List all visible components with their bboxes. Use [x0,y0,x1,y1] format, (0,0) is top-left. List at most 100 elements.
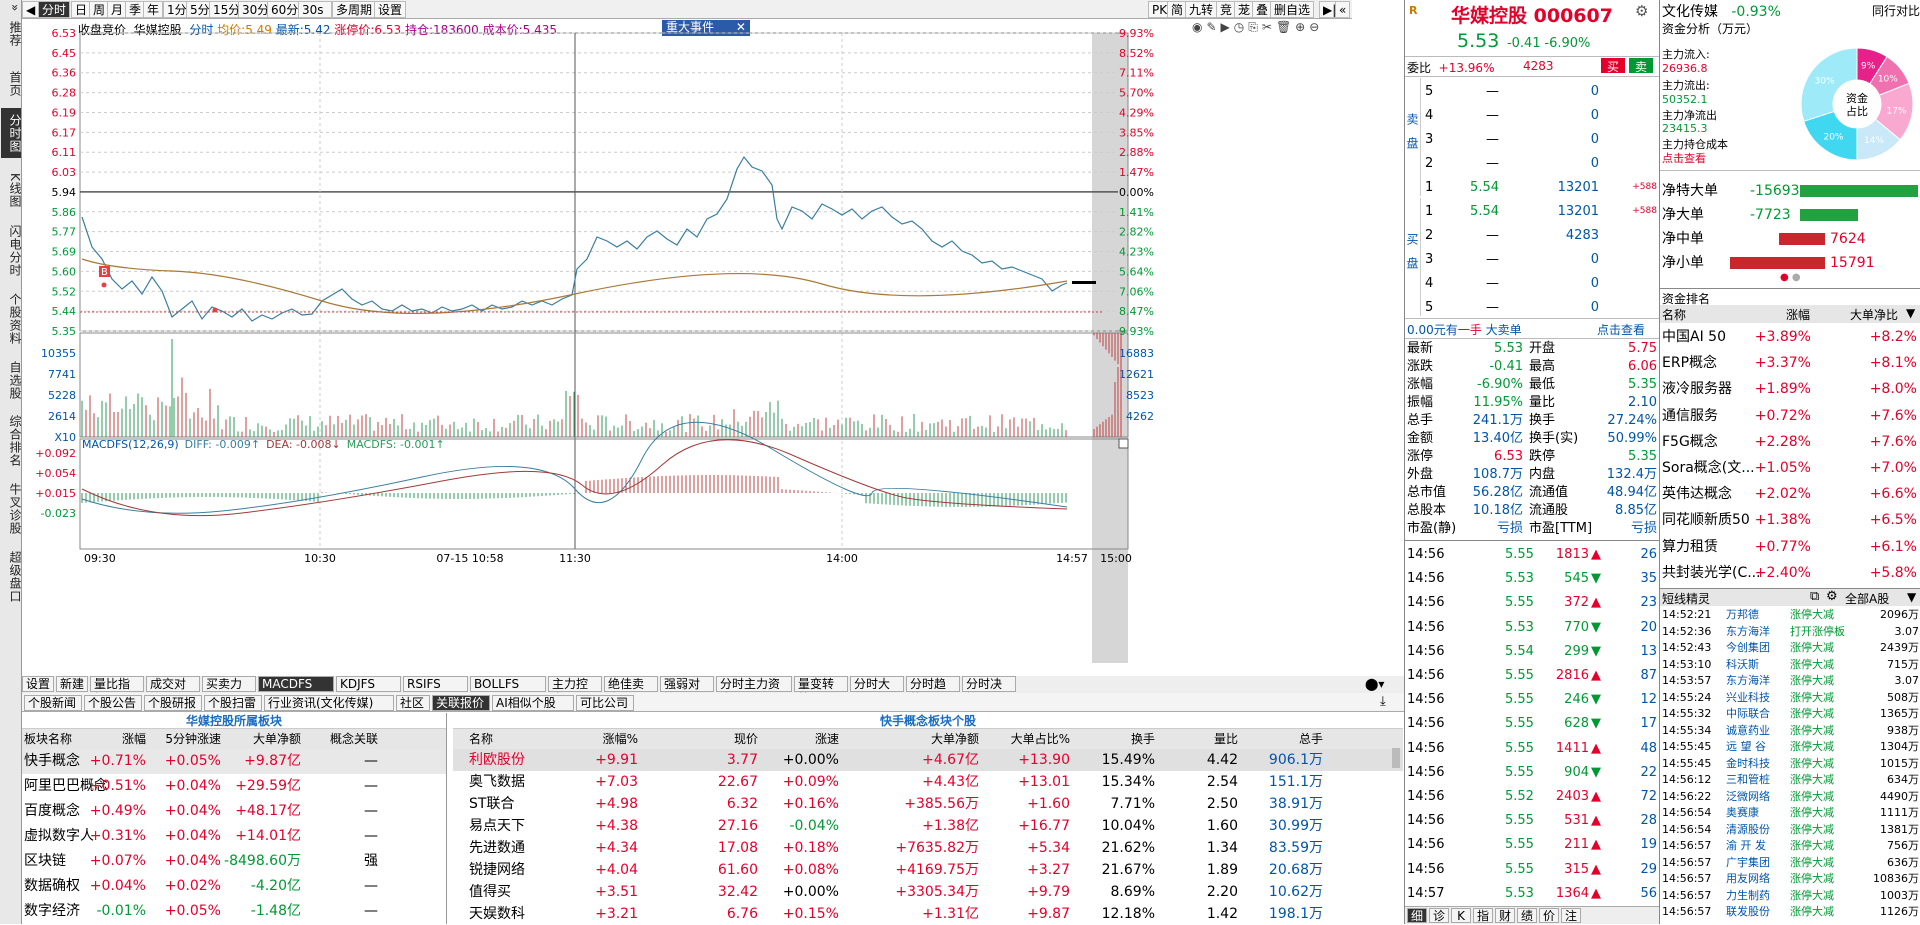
period-60min[interactable]: 60分 [267,1,303,18]
elf-filter-select[interactable]: 全部A股 [1845,592,1890,606]
period-5min[interactable]: 5分 [186,1,214,18]
stock-row[interactable]: 先进数通 +4.34 17.08 +0.18% +7635.82万 +5.34 21.62%… [453,837,1403,859]
elf-row[interactable]: 14:52:36 东方海洋 打开涨停板 3.07 [1660,624,1920,640]
major-event-tag[interactable]: 重大事件 ✕ [662,20,750,36]
zoom-in-icon[interactable]: ⊕ [1295,20,1310,34]
sector-row[interactable]: 区块链 +0.07% +0.04% -8498.60万 强 [22,849,446,874]
elf-row[interactable]: 14:55:45 远 望 谷 涨停大减 1304万 [1660,739,1920,755]
clock-icon[interactable]: ◷ [1233,20,1249,34]
elf-row[interactable]: 14:56:54 清源股份 涨停大减 1381万 [1660,822,1920,838]
ask-row[interactable]: 4 — 0 [1423,104,1659,127]
indicator-tab[interactable]: 量变转势 [794,676,848,706]
indicator-tab[interactable]: 分时趋势 [906,676,960,706]
rank-row[interactable]: 共封装光学(C... +2.40% +5.8% [1660,561,1920,586]
quote-tab[interactable]: 细 [1407,908,1427,923]
elf-gear-icon[interactable]: ⚙ [1826,589,1838,604]
nav-tab-flash[interactable]: 闪电分时 [8,225,22,277]
quote-tab[interactable]: 绩 [1517,908,1537,923]
quote-tab[interactable]: 财 [1495,908,1515,923]
stock-row[interactable]: ST联合 +4.98 6.32 +0.16% +385.56万 +1.60 7.71% 2.5… [453,793,1403,815]
elf-row[interactable]: 14:56:57 广宇集团 涨停大减 636万 [1660,855,1920,871]
stock-row[interactable]: 天娱数科 +3.21 6.76 +0.15% +1.31亿 +9.87 12.18% 1.42… [453,903,1403,925]
elf-row[interactable]: 14:55:32 中际联合 涨停大减 1365万 [1660,706,1920,722]
sell-button[interactable]: 卖 [1629,58,1653,74]
stock-header-cell[interactable]: 名称 [469,732,494,746]
rank-row[interactable]: 中国AI 50 +3.89% +8.2% [1660,325,1920,350]
toolbar-collapse-icon[interactable]: « [1335,1,1351,18]
indicator-tab[interactable]: 买卖力道 [202,676,256,706]
stock-header-cell[interactable]: 涨速 [814,732,839,746]
info-tab[interactable]: 个股研报 [144,695,202,711]
indicator-tab[interactable]: 新建 [56,676,88,692]
indicator-tab[interactable]: 分时大单 [850,676,904,706]
nav-tab-ranking[interactable]: 综合排名 [8,415,22,467]
elf-row[interactable]: 14:56:57 力生制药 涨停大减 1003万 [1660,888,1920,904]
indicator-tab[interactable]: 量比指标 [90,676,144,706]
info-tab[interactable]: 个股新闻 [24,695,82,711]
rank-row[interactable]: 英伟达概念 +2.02% +6.6% [1660,482,1920,507]
intraday-chart[interactable]: 收盘竞价 华媒控股 分时 均价:5.49 最新:5.42 涨停价:6.53 持仓… [22,19,1352,674]
buy-marker-icon[interactable] [99,266,110,277]
nav-tab-kline[interactable]: K线图 [8,172,22,208]
chart-tools[interactable]: ◉✎▶◷⎘✂🗑⊕⊖ [1192,20,1323,35]
stock-row[interactable]: 奥飞数据 +7.03 22.67 +0.09% +4.43亿 +13.01 15.34% 2.… [453,771,1403,793]
download-icon[interactable]: ⤓ [1380,694,1386,709]
page-dots-icon[interactable]: ● ● [1780,272,1801,283]
elf-row[interactable]: 14:56:57 联发股份 涨停大减 1126万 [1660,904,1920,920]
info-tab[interactable]: 行业资讯(文化传媒) [264,695,394,711]
stock-header-cell[interactable]: 大单净额 [930,732,979,746]
bid-row[interactable]: 1 5.54 13201 +588 [1423,200,1659,223]
elf-row[interactable]: 14:56:57 渝 开 发 涨停大减 756万 [1660,838,1920,854]
chevron-down-icon[interactable]: ▼ [1907,590,1917,604]
indicator-tab[interactable]: 主力控盘 [548,676,602,706]
pk-button[interactable]: PK [1148,1,1172,18]
elf-row[interactable]: 14:56:57 用友网络 涨停大减 10836万 [1660,871,1920,887]
elf-row[interactable]: 14:52:21 万邦德 涨停大减 2096万 [1660,607,1920,623]
info-tab[interactable]: 社区 [396,695,430,711]
period-intraday[interactable]: 分时 [38,1,71,18]
nav-tab-orderbook[interactable]: 超级盘口 [8,551,22,603]
gear-icon[interactable]: ⚙ [1635,2,1649,20]
stock-header-cell[interactable]: 大单占比% [1010,732,1070,746]
ask-row[interactable]: 5 — 0 [1423,80,1659,103]
delete-icon[interactable]: 🗑 [1275,20,1296,34]
indicator-toggle-icon[interactable]: ⬤▾ [1365,677,1385,691]
elf-row[interactable]: 14:55:24 兴业科技 涨停大减 508万 [1660,690,1920,706]
sector-row[interactable]: 阿里巴巴概念 +0.51% +0.04% +29.59亿 — [22,774,446,799]
elf-row[interactable]: 14:56:22 泛微网络 涨停大减 4490万 [1660,789,1920,805]
sector-header-cell[interactable]: 5分钟涨速 [165,732,221,746]
nav-tab-diagnosis[interactable]: 牛叉诊股 [8,483,22,535]
quote-tab[interactable]: 指 [1473,908,1493,923]
elf-row[interactable]: 14:56:12 三和管桩 涨停大减 634万 [1660,772,1920,788]
stock-header-cell[interactable]: 现价 [733,732,758,746]
elf-row[interactable]: 14:53:57 东方海洋 涨停大减 3.07 [1660,673,1920,689]
overlay-button[interactable]: 叠 [1252,1,1273,18]
elf-row[interactable]: 14:53:10 科沃斯 涨停大减 715万 [1660,657,1920,673]
stock-header-cell[interactable]: 涨幅% [602,732,638,746]
stock-row[interactable]: 利欧股份 +9.91 3.77 +0.00% +4.67亿 +13.90 15.49% 4.4… [453,749,1403,771]
sector-row[interactable]: 数字经济 -0.01% +0.05% -1.48亿 — [22,899,446,924]
rank-row[interactable]: F5G概念 +2.28% +7.6% [1660,430,1920,455]
period-30min[interactable]: 30分 [238,1,274,18]
period-quarter[interactable]: 季 [125,1,146,18]
quote-tab[interactable]: 诊 [1429,908,1449,923]
indicator-tab[interactable]: 分时决策 [962,676,1016,706]
rank-row[interactable]: 同花顺新质50 +1.38% +6.5% [1660,508,1920,533]
nav-tab-home[interactable]: 首页 [8,71,22,97]
nav-tab-profile[interactable]: 个股资料 [8,293,22,345]
bid-row[interactable]: 2 — 4283 [1423,224,1659,247]
cut-icon[interactable]: ✂ [1261,20,1276,34]
period-30s-select[interactable]: 30s [298,1,332,18]
close-macd-icon[interactable] [1118,438,1129,449]
bid-row[interactable]: 3 — 0 [1423,248,1659,271]
sector-row[interactable]: 数据确权 +0.04% +0.02% -4.20亿 — [22,874,446,899]
indicator-tab[interactable]: 设置 [22,676,54,692]
ask-row[interactable]: 2 — 0 [1423,152,1659,175]
rank-row[interactable]: ERP概念 +3.37% +8.1% [1660,351,1920,376]
toolbar-next-icon[interactable]: ▶| [1319,1,1341,18]
nav-tab-intraday[interactable]: 分时图 [1,108,22,158]
indicator-tab[interactable]: 分时主力资金 [716,676,792,706]
indicator-tab[interactable]: 强弱对比 [660,676,714,706]
chip-button[interactable]: 茏 [1234,1,1255,18]
indicator-tab[interactable]: 成交对比 [146,676,200,706]
